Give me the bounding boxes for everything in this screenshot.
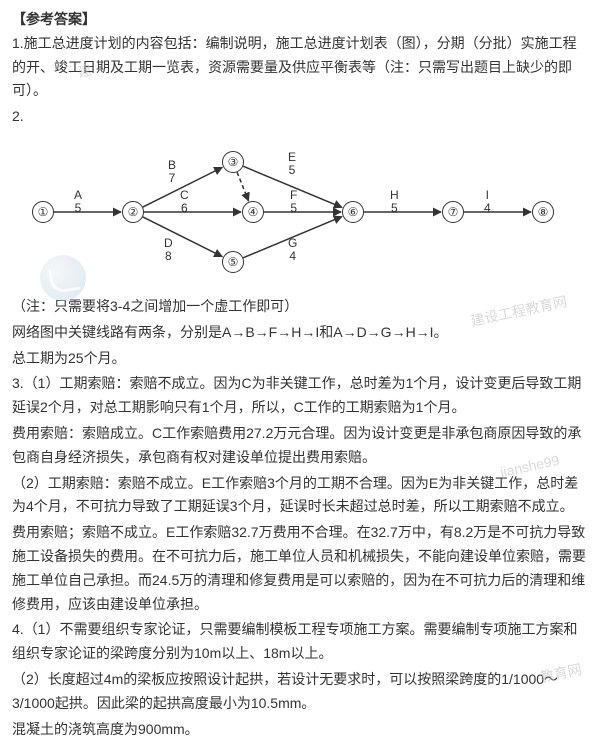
paragraph: 总工期为25个月。 [12, 347, 588, 371]
edge-duration: 5 [290, 202, 297, 215]
paragraph: 网络图中关键线路有两条，分别是A→B→F→H→I和A→D→G→H→I。 [12, 321, 588, 345]
network-diagram: ① ② ③ ④ ⑤ ⑥ ⑦ ⑧ A5 B7C6 D8 E5 F5 G4 H5 I4 [12, 137, 572, 287]
edge-duration: 5 [288, 164, 296, 177]
diagram-node: ⑦ [442, 201, 464, 223]
paragraph: 1.施工总进度计划的内容包括：编制说明，施工总进度计划表（图），分期（分批）实施… [12, 32, 588, 103]
paragraph: （2）长度超过4m的梁板应按照设计起拱，若设计无要求时，可以按照梁跨度的1/10… [12, 668, 588, 716]
edge-label: B7 [168, 159, 176, 185]
diagram-node: ① [32, 201, 54, 223]
diagram-edge [237, 172, 248, 201]
paragraph: 4.（1）不需要组织专家论证，只需要编制模板工程专项施工方案。需要编制专项施工方… [12, 618, 588, 666]
edge-duration: 8 [164, 250, 173, 263]
paragraph: 2. [12, 105, 588, 129]
edge-duration: 7 [168, 172, 176, 185]
edge-duration: 5 [74, 202, 82, 215]
paragraph: 3.（1）工期索赔：索赔不成立。因为C为非关键工作，总时差为1个月，设计变更后导… [12, 372, 588, 420]
paragraph: 费用索赔：索赔成立。C工作索赔费用27.2万元合理。因为设计变更是非承包商原因导… [12, 422, 588, 470]
bottom-paragraphs: （注：只需要将3-4之间增加一个虚工作即可）网络图中关键线路有两条，分别是A→B… [12, 295, 588, 741]
paragraph: 混凝土的浇筑高度为900mm。 [12, 718, 588, 741]
edge-label: A5 [74, 189, 82, 215]
edge-duration: 4 [288, 250, 297, 263]
paragraph: 费用索赔；索赔不成立。E工作索赔32.7万费用不合理。在32.7万中，有8.2万… [12, 521, 588, 616]
edge-label: D8 [164, 237, 173, 263]
edge-duration: 6 [180, 202, 189, 215]
edge-label: F5 [290, 189, 297, 215]
edge-label: E5 [288, 151, 296, 177]
edge-duration: 4 [484, 202, 491, 215]
diagram-node: ④ [242, 201, 264, 223]
edge-label: H5 [390, 189, 399, 215]
answer-heading: 【参考答案】 [12, 8, 588, 32]
paragraph: （2）工期索赔：索赔不成立。E工作索赔3个月的工期不合理。因为E为非关键工作，总… [12, 472, 588, 520]
edge-label: C6 [180, 189, 189, 215]
diagram-node: ② [122, 201, 144, 223]
top-paragraphs: 1.施工总进度计划的内容包括：编制说明，施工总进度计划表（图），分期（分批）实施… [12, 32, 588, 129]
diagram-node: ⑥ [342, 201, 364, 223]
edge-label: G4 [288, 237, 297, 263]
diagram-node: ⑧ [532, 201, 554, 223]
diagram-node: ⑤ [222, 251, 244, 273]
diagram-edge [143, 217, 222, 257]
edge-duration: 5 [390, 202, 399, 215]
paragraph: （注：只需要将3-4之间增加一个虚工作即可） [12, 295, 588, 319]
diagram-node: ③ [222, 151, 244, 173]
edge-label: I4 [484, 189, 491, 215]
